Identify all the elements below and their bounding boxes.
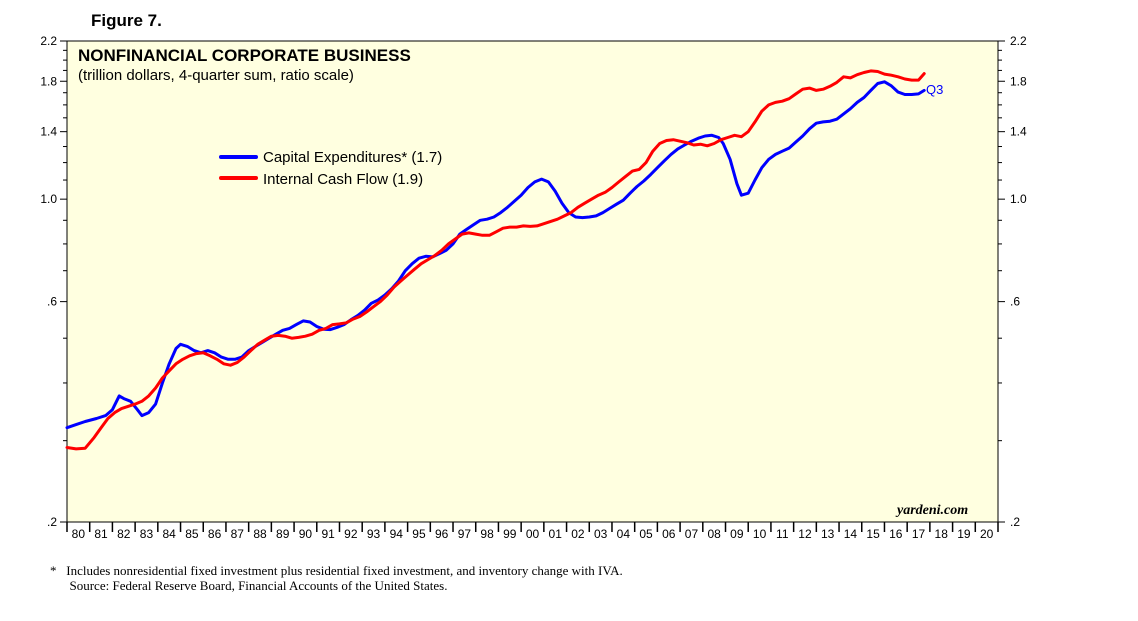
- yardeni-watermark: yardeni.com: [895, 503, 968, 518]
- legend: Capital Expenditures* (1.7) Internal Cas…: [219, 149, 442, 188]
- x-tick-label: 93: [367, 527, 381, 541]
- x-tick-label: 99: [503, 527, 517, 541]
- y-tick-label-right: 1.8: [1010, 74, 1027, 88]
- x-tick-label: 83: [140, 527, 154, 541]
- plot-area: [66, 40, 999, 523]
- y-tick-label-left: 1.8: [40, 74, 57, 88]
- x-tick-label: 06: [662, 527, 676, 541]
- y-tick-label-left: 2.2: [40, 34, 57, 48]
- x-tick-label: 04: [617, 527, 631, 541]
- y-tick-label-right: 1.4: [1010, 125, 1027, 139]
- x-tick-label: 07: [685, 527, 699, 541]
- x-tick-label: 89: [276, 527, 290, 541]
- y-tick-label-left: 1.0: [40, 192, 57, 206]
- x-tick-label: 18: [935, 527, 949, 541]
- x-tick-label: 95: [412, 527, 426, 541]
- x-tick-label: 94: [390, 527, 404, 541]
- x-tick-label: 16: [889, 527, 903, 541]
- x-tick-label: 12: [798, 527, 812, 541]
- x-tick-label: 11: [776, 527, 789, 541]
- capex-series-line: [65, 80, 926, 430]
- q3-annotation: Q3: [926, 82, 943, 97]
- x-tick-label: 82: [117, 527, 131, 541]
- left-y-axis: 2.2 1.8 1.4 1.0 .6 .2: [40, 34, 67, 529]
- footnote-definition: * Includes nonresidential fixed investme…: [50, 563, 623, 578]
- x-tick-label: 80: [72, 527, 86, 541]
- x-tick-label: 87: [231, 527, 245, 541]
- x-tick-label: 81: [94, 527, 108, 541]
- x-tick-label: 03: [594, 527, 608, 541]
- y-tick-label-right: 1.0: [1010, 192, 1027, 206]
- x-tick-label: 97: [458, 527, 472, 541]
- x-tick-label: 96: [435, 527, 449, 541]
- x-tick-label: 98: [480, 527, 494, 541]
- y-tick-label-right: 2.2: [1010, 34, 1027, 48]
- x-tick-label: 02: [571, 527, 585, 541]
- x-tick-label: 88: [253, 527, 267, 541]
- x-tick-label: 05: [639, 527, 653, 541]
- y-tick-label-left: .6: [47, 295, 57, 309]
- chart-subtitle: (trillion dollars, 4-quarter sum, ratio …: [78, 67, 354, 84]
- legend-cashflow-label: Internal Cash Flow (1.9): [263, 171, 423, 188]
- x-axis: 80 81 82 83 84 85 86 87 88 89 90 91 92 93 94 95 96 97 98 99…: [66, 522, 999, 541]
- x-tick-label: 10: [753, 527, 767, 541]
- x-tick-label: 01: [549, 527, 563, 541]
- x-tick-label: 85: [185, 527, 199, 541]
- y-tick-label-left: 1.4: [40, 125, 57, 139]
- x-tick-label: 84: [163, 527, 177, 541]
- x-tick-label: 19: [957, 527, 971, 541]
- y-tick-label-left: .2: [47, 515, 57, 529]
- figure-label: Figure 7.: [91, 11, 162, 30]
- y-tick-label-right: .6: [1010, 295, 1020, 309]
- cashflow-series-line: [65, 69, 926, 451]
- x-tick-label: 00: [526, 527, 540, 541]
- x-tick-label: 92: [344, 527, 358, 541]
- footnote-source: Source: Federal Reserve Board, Financial…: [50, 578, 448, 593]
- chart-title: NONFINANCIAL CORPORATE BUSINESS: [78, 46, 411, 65]
- x-tick-label: 15: [866, 527, 880, 541]
- x-tick-label: 91: [321, 527, 335, 541]
- x-tick-label: 08: [707, 527, 721, 541]
- x-tick-label: 20: [980, 527, 994, 541]
- x-tick-label: 17: [912, 527, 926, 541]
- y-tick-label-right: .2: [1010, 515, 1020, 529]
- x-tick-label: 13: [821, 527, 835, 541]
- x-tick-label: 90: [299, 527, 313, 541]
- x-tick-label: 86: [208, 527, 222, 541]
- right-y-axis: 2.2 1.8 1.4 1.0 .6 .2: [998, 34, 1027, 529]
- x-tick-label: 09: [730, 527, 744, 541]
- legend-capex-label: Capital Expenditures* (1.7): [263, 149, 442, 166]
- series-layer: [65, 69, 926, 451]
- x-tick-label: 14: [844, 527, 858, 541]
